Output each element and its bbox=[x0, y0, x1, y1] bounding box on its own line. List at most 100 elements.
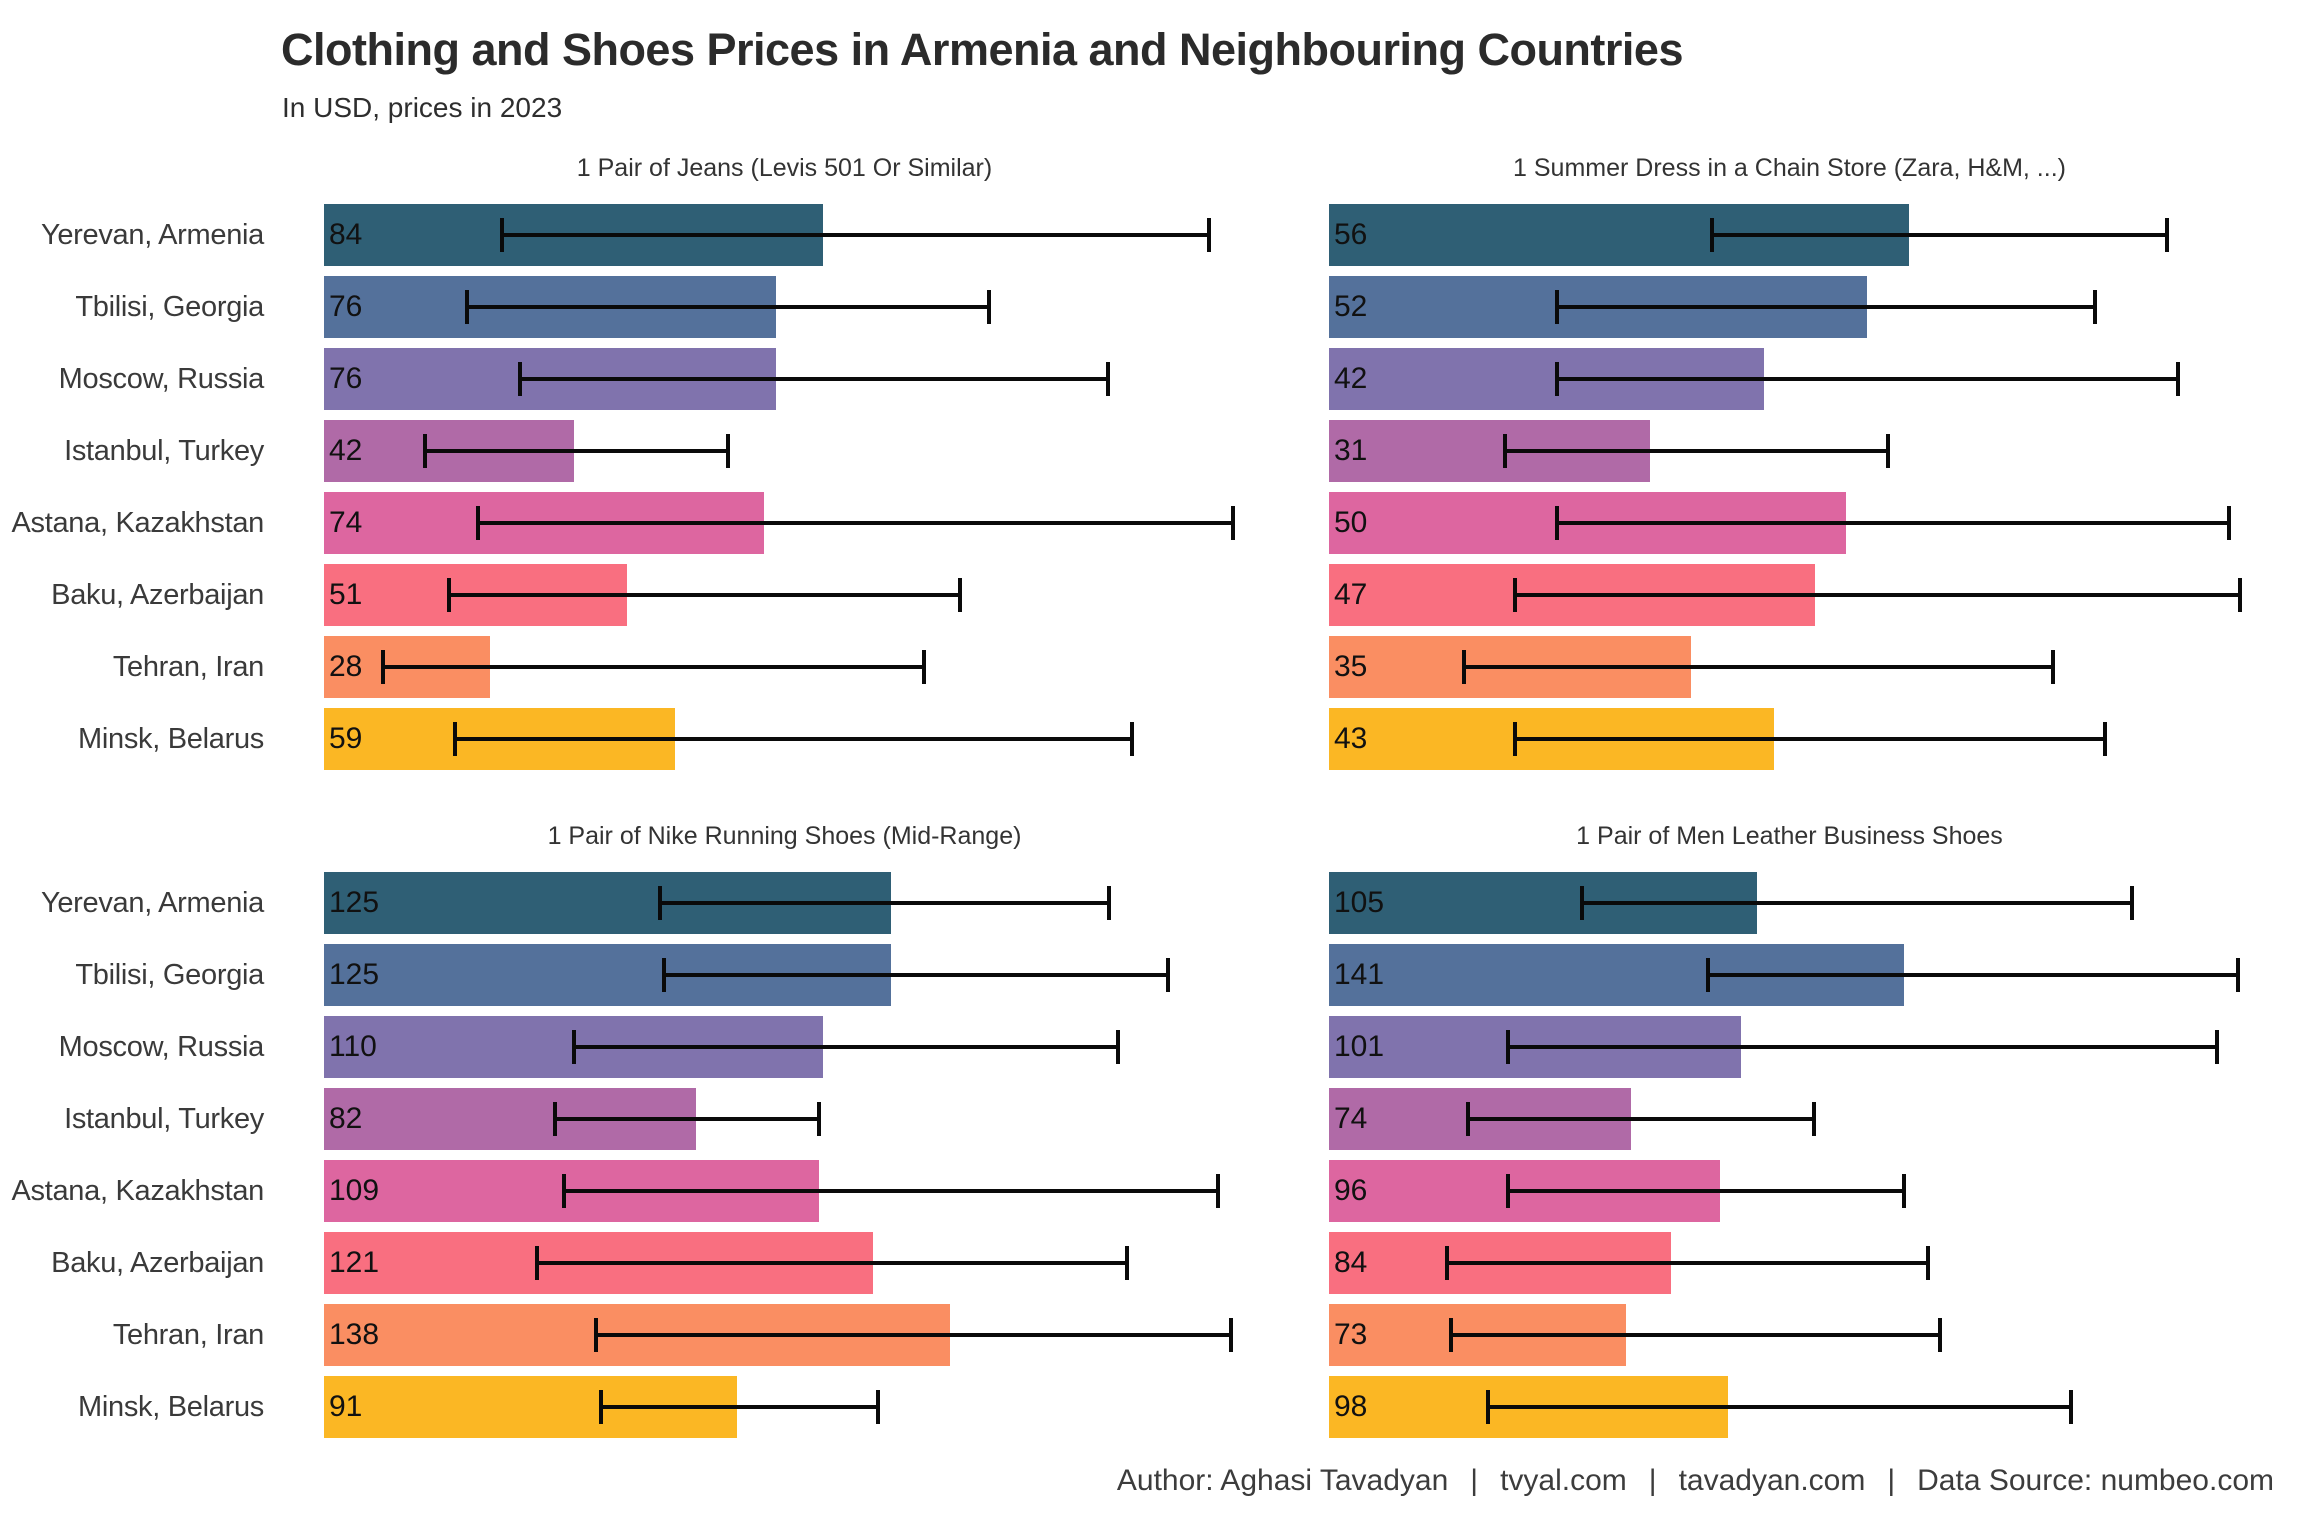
bar-row: 73 bbox=[1329, 1304, 2250, 1366]
bar-value-label: 31 bbox=[1334, 434, 1368, 467]
error-bar-cap-high bbox=[1215, 1174, 1220, 1208]
bar-row: Tbilisi, Georgia 125 bbox=[75, 944, 1245, 1006]
error-bar-cap-high bbox=[1901, 1174, 1906, 1208]
error-bar-cap-high bbox=[2129, 886, 2134, 920]
error-bar-cap-low bbox=[594, 1318, 599, 1352]
bar-value-label: 73 bbox=[1334, 1318, 1368, 1351]
error-bar-cap-low bbox=[1554, 506, 1559, 540]
y-axis-label: Tehran, Iran bbox=[112, 651, 264, 683]
error-bar-cap-low bbox=[1449, 1318, 1454, 1352]
error-bar-cap-low bbox=[535, 1246, 540, 1280]
y-axis-label: Baku, Azerbaijan bbox=[51, 1247, 264, 1279]
error-bar-line bbox=[1707, 973, 2238, 977]
footer-data-source: Data Source: numbeo.com bbox=[1917, 1464, 2274, 1497]
page-subtitle: In USD, prices in 2023 bbox=[282, 92, 563, 123]
y-axis-label: Astana, Kazakhstan bbox=[11, 507, 264, 539]
bar-value-label: 96 bbox=[1334, 1174, 1368, 1207]
error-bar-cap-high bbox=[1125, 1246, 1130, 1280]
error-bar-cap-low bbox=[1502, 434, 1507, 468]
y-axis-label: Istanbul, Turkey bbox=[64, 1103, 264, 1135]
error-bar-cap-high bbox=[2215, 1030, 2220, 1064]
facet-panel-leather-shoes: 105 141 101 74 96 84 73 98 bbox=[1329, 872, 2250, 1438]
bar-row: Yerevan, Armenia 84 bbox=[41, 204, 1245, 266]
y-axis-label: Yerevan, Armenia bbox=[40, 219, 264, 251]
error-bar-line bbox=[502, 233, 1210, 237]
facet-title-summer-dress: 1 Summer Dress in a Chain Store (Zara, H… bbox=[1513, 154, 2066, 182]
error-bar-line bbox=[383, 665, 925, 669]
error-bar-cap-low bbox=[1445, 1246, 1450, 1280]
error-bar-line bbox=[1508, 1045, 2218, 1049]
error-bar-cap-high bbox=[1229, 1318, 1234, 1352]
error-bar-line bbox=[596, 1333, 1232, 1337]
bar-value-label: 74 bbox=[1334, 1102, 1368, 1135]
error-bar-line bbox=[1515, 737, 2106, 741]
error-bar-cap-low bbox=[452, 722, 457, 756]
bar-row: 31 bbox=[1329, 420, 2250, 482]
error-bar-cap-low bbox=[1705, 958, 1710, 992]
error-bar-cap-low bbox=[657, 886, 662, 920]
error-bar-cap-high bbox=[2165, 218, 2170, 252]
bar-row: Yerevan, Armenia 125 bbox=[41, 872, 1245, 934]
error-bar-cap-high bbox=[1811, 1102, 1816, 1136]
bar-value-label: 121 bbox=[329, 1246, 380, 1279]
error-bar-line bbox=[1711, 233, 2168, 237]
bar-value-label: 91 bbox=[329, 1390, 363, 1423]
facet-panel-summer-dress: 56 52 42 31 50 47 35 43 bbox=[1329, 204, 2250, 770]
y-axis-label: Moscow, Russia bbox=[58, 363, 265, 395]
error-bar-line bbox=[425, 449, 729, 453]
error-bar-cap-high bbox=[1165, 958, 1170, 992]
error-bar-cap-high bbox=[2175, 362, 2180, 396]
bar-value-label: 35 bbox=[1334, 650, 1368, 683]
bar-row: 52 bbox=[1329, 276, 2250, 338]
bar-row: Moscow, Russia 110 bbox=[59, 1016, 1245, 1078]
y-axis-label: Minsk, Belarus bbox=[78, 723, 264, 755]
error-bar-line bbox=[1451, 1333, 1941, 1337]
error-bar-line bbox=[454, 737, 1133, 741]
error-bar-cap-low bbox=[571, 1030, 576, 1064]
bar-row: Baku, Azerbaijan 51 bbox=[51, 564, 1245, 626]
footer-separator: | bbox=[1648, 1464, 1657, 1497]
bar-row: 98 bbox=[1329, 1376, 2250, 1438]
bar-row: Tehran, Iran 138 bbox=[113, 1304, 1245, 1366]
y-axis-label: Tbilisi, Georgia bbox=[75, 291, 264, 323]
error-bar-line bbox=[520, 377, 1109, 381]
y-axis-label: Tbilisi, Georgia bbox=[75, 959, 264, 991]
error-bar-line bbox=[564, 1189, 1218, 1193]
bar-value-label: 28 bbox=[329, 650, 363, 683]
error-bar-cap-low bbox=[1709, 218, 1714, 252]
error-bar-cap-low bbox=[518, 362, 523, 396]
bar-row: Astana, Kazakhstan 109 bbox=[11, 1160, 1245, 1222]
bar-value-label: 110 bbox=[329, 1030, 377, 1063]
bar-row: Tehran, Iran 28 bbox=[113, 636, 1245, 698]
error-bar-cap-high bbox=[2103, 722, 2108, 756]
error-bar-line bbox=[1447, 1261, 1929, 1265]
error-bar-cap-high bbox=[2227, 506, 2232, 540]
error-bar-cap-low bbox=[598, 1390, 603, 1424]
y-axis-label: Baku, Azerbaijan bbox=[51, 579, 264, 611]
bar-value-label: 42 bbox=[1334, 362, 1368, 395]
bar-row: Istanbul, Turkey 82 bbox=[64, 1088, 1245, 1150]
bar-row: Baku, Azerbaijan 121 bbox=[51, 1232, 1245, 1294]
error-bar-line bbox=[1556, 521, 2230, 525]
facet-nike-shoes: 1 Pair of Nike Running Shoes (Mid-Range)… bbox=[11, 814, 1245, 1438]
error-bar-line bbox=[555, 1117, 819, 1121]
y-axis-label: Yerevan, Armenia bbox=[40, 887, 264, 919]
error-bar-cap-low bbox=[1465, 1102, 1470, 1136]
error-bar-line bbox=[1504, 449, 1888, 453]
y-axis-label: Astana, Kazakhstan bbox=[11, 1175, 264, 1207]
error-bar-cap-high bbox=[2235, 958, 2240, 992]
error-bar-cap-high bbox=[1231, 506, 1236, 540]
bar-row: Minsk, Belarus 59 bbox=[78, 708, 1245, 770]
facet-title-jeans: 1 Pair of Jeans (Levis 501 Or Similar) bbox=[576, 154, 993, 182]
bar-row: 101 bbox=[1329, 1016, 2250, 1078]
bar-row: Astana, Kazakhstan 74 bbox=[11, 492, 1245, 554]
error-bar-cap-high bbox=[1926, 1246, 1931, 1280]
error-bar-cap-high bbox=[1885, 434, 1890, 468]
error-bar-cap-high bbox=[1207, 218, 1212, 252]
error-bar-line bbox=[1556, 305, 2095, 309]
facet-title-leather-shoes: 1 Pair of Men Leather Business Shoes bbox=[1576, 822, 2003, 850]
bar-value-label: 51 bbox=[329, 578, 363, 611]
error-bar-cap-low bbox=[1485, 1390, 1490, 1424]
error-bar-line bbox=[1467, 1117, 1814, 1121]
